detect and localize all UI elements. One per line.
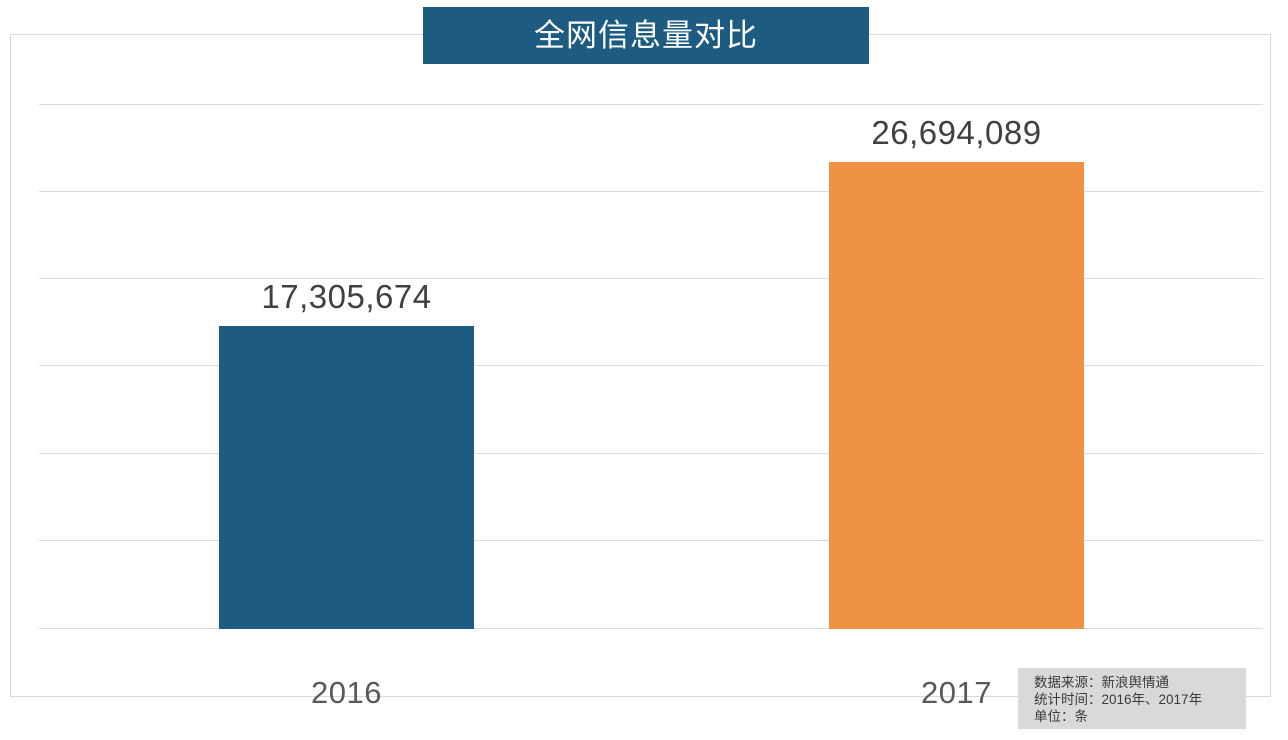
page-title: 全网信息量对比: [534, 18, 758, 53]
plot-area: 17,305,674 26,694,089 2016 2017: [39, 69, 1263, 708]
gridline: [39, 278, 1263, 279]
gridline: [39, 365, 1263, 366]
bar-2017[interactable]: [829, 162, 1084, 629]
bar-2016[interactable]: [219, 326, 474, 629]
bar-value-label-2017: 26,694,089: [871, 114, 1042, 151]
footnote-unit: 单位：条: [1034, 709, 1088, 724]
chart-title-banner: 全网信息量对比: [423, 7, 869, 64]
gridline: [39, 540, 1263, 541]
gridline: [39, 453, 1263, 454]
footnote-box: 数据来源：新浪舆情通 统计时间：2016年、2017年 单位：条: [1018, 668, 1246, 729]
chart-frame: 17,305,674 26,694,089 2016 2017: [10, 34, 1271, 708]
gridline: [39, 104, 1263, 105]
gridline: [39, 191, 1263, 192]
footnote-period: 统计时间：2016年、2017年: [1034, 692, 1203, 707]
category-label-2017: 2017: [921, 675, 992, 710]
footnote-source: 数据来源：新浪舆情通: [1034, 675, 1169, 690]
category-label-2016: 2016: [311, 675, 382, 710]
bar-value-label-2016: 17,305,674: [261, 278, 432, 315]
gridline: [39, 628, 1263, 629]
